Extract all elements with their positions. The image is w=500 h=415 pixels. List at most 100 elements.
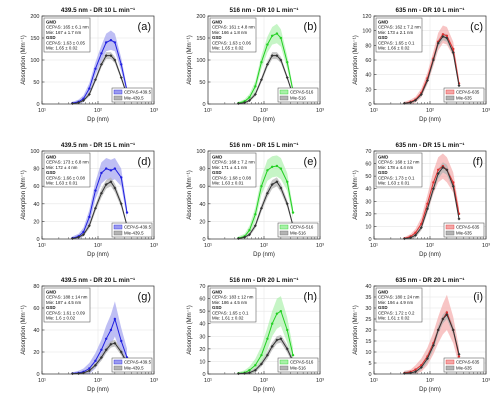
data-point-mie <box>270 182 274 186</box>
data-point-mie <box>457 217 461 221</box>
y-tick-label: 20 <box>199 219 205 225</box>
data-point-cepas <box>94 189 97 192</box>
data-point-mie <box>270 344 274 348</box>
data-point-mie <box>436 172 440 176</box>
data-point-cepas <box>436 168 440 172</box>
data-point-cepas <box>445 34 449 37</box>
y-axis-label: Absorption (Mm⁻¹) <box>21 35 27 85</box>
y-tick-label: 10 <box>365 350 371 356</box>
data-point-cepas <box>104 41 108 44</box>
panel-letter: (f) <box>473 156 483 168</box>
y-tick-label: 20 <box>33 350 39 356</box>
data-point-mie <box>87 224 91 228</box>
annotation-text: CEPAS: 165 ± 6.1 nm <box>46 25 89 30</box>
annotation-text: Mie: 187 ± 4.5 nm <box>46 300 81 305</box>
data-point-mie <box>436 328 440 332</box>
x-tick-label: 10³ <box>150 378 158 384</box>
y-tick-label: 20 <box>365 328 371 334</box>
data-point-cepas <box>109 169 113 172</box>
x-axis-label: Dp (nm) <box>419 252 441 258</box>
data-point-mie <box>279 186 283 190</box>
panel-letter: (h) <box>304 291 317 303</box>
data-point-mie <box>402 237 406 241</box>
data-point-cepas <box>260 185 263 188</box>
annotation-heading: GSD <box>46 35 56 40</box>
data-point-cepas <box>452 181 455 184</box>
y-tick-label: 200 <box>30 14 39 20</box>
data-point-cepas <box>445 311 449 314</box>
x-axis-label: Dp (nm) <box>87 387 109 393</box>
panel-d: 0 20 40 60 80 100 10¹ 10² 10³ Dp (nm) Absorption (… <box>21 142 158 258</box>
annotation-text: CEPAS: 183 ± 12 nm <box>212 295 254 300</box>
data-point-mie <box>253 368 257 372</box>
x-tick-label: 10² <box>426 243 434 249</box>
annotation-text: Mie: 194 ± 4.9 nm <box>378 300 413 305</box>
legend-label: CEPAS-635 <box>456 360 480 365</box>
y-tick-label: 70 <box>199 284 205 290</box>
data-point-mie <box>259 78 263 82</box>
data-point-cepas <box>248 369 251 372</box>
annotation-text: CEPAS: 1.65 ± 0.1 <box>212 310 249 315</box>
panel-b: 0 50 100 150 200 10¹ 10² 10³ Dp (nm) Absorption (… <box>187 7 324 123</box>
y-tick-label: 0 <box>368 372 371 378</box>
data-point-mie <box>259 206 263 210</box>
panel-g: 0 20 40 60 80 10¹ 10² 10³ Dp (nm) Absorption (Mm⁻… <box>21 277 158 393</box>
legend-label: Mie-635 <box>456 366 472 371</box>
legend-swatch <box>279 365 289 371</box>
x-tick-label: 10¹ <box>38 108 46 114</box>
legend-swatch <box>445 365 455 371</box>
data-point-cepas <box>88 215 91 219</box>
annotation-text: CEPAS: 161 ± 4.8 nm <box>212 25 255 30</box>
legend-label: CEPAS-439.5 <box>124 225 152 230</box>
x-tick-label: 10³ <box>482 108 490 114</box>
panel-title: 635 nm - DR 10 L min⁻¹ <box>396 7 465 14</box>
data-point-mie <box>253 92 257 96</box>
legend-swatch <box>445 224 455 230</box>
x-axis-label: Dp (nm) <box>253 252 275 258</box>
y-tick-label: 10 <box>199 359 205 365</box>
x-tick-label: 10³ <box>482 243 490 249</box>
x-tick-label: 10¹ <box>204 108 212 114</box>
annotation-text: Mie: 166 ± 1.8 nm <box>212 30 247 35</box>
y-tick-label: 0 <box>368 102 371 108</box>
annotation-box <box>375 287 423 323</box>
data-point-mie <box>431 343 435 347</box>
data-point-mie <box>99 356 103 359</box>
panel-title: 439.5 nm - DR 10 L min⁻¹ <box>61 7 135 14</box>
legend-label: Mie-516 <box>290 96 306 101</box>
y-tick-label: 60 <box>365 162 371 168</box>
data-point-cepas <box>113 167 117 170</box>
legend-swatch <box>113 95 123 101</box>
data-point-cepas <box>82 230 85 234</box>
x-tick-label: 10² <box>94 378 102 384</box>
data-point-cepas <box>254 85 257 88</box>
annotation-heading: GMD <box>378 290 388 295</box>
y-tick-label: 100 <box>196 149 205 155</box>
y-axis-label: Absorption (Mm⁻¹) <box>187 305 193 355</box>
panel-title: 635 nm - DR 15 L min⁻¹ <box>396 142 465 149</box>
y-tick-label: 0 <box>36 372 39 378</box>
annotation-text: Mie: 1.65 ± 0.02 <box>46 46 78 51</box>
data-point-mie <box>259 362 263 366</box>
legend-swatch <box>113 89 123 95</box>
y-tick-label: 100 <box>30 58 39 64</box>
data-point-cepas <box>275 164 279 168</box>
series-band-mie <box>72 339 127 374</box>
y-tick-label: 20 <box>365 212 371 218</box>
data-point-mie <box>77 101 81 105</box>
y-tick-label: 60 <box>365 58 371 64</box>
data-point-mie <box>113 58 117 62</box>
annotation-text: Mie: 171 ± 4.1 nm <box>212 165 247 170</box>
series-band-cepas <box>238 155 293 239</box>
data-point-mie <box>451 328 455 332</box>
data-point-cepas <box>426 202 429 205</box>
data-point-cepas <box>279 167 283 170</box>
x-tick-label: 10² <box>94 108 102 114</box>
data-point-mie <box>247 233 251 237</box>
legend-swatch <box>113 365 123 371</box>
annotation-text: CEPAS: 180 ± 24 nm <box>378 295 420 300</box>
annotation-box <box>43 152 91 188</box>
data-point-mie <box>275 338 279 342</box>
data-point-mie <box>285 347 289 351</box>
y-tick-label: 80 <box>33 167 39 173</box>
